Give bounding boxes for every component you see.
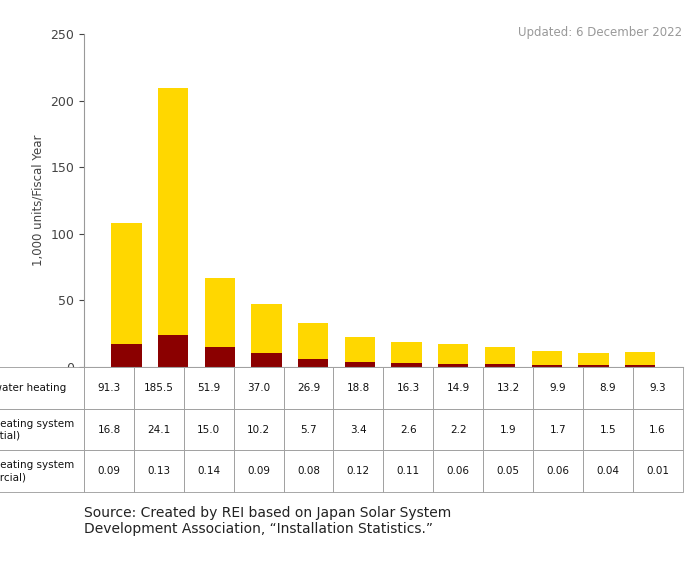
Bar	[625, 365, 655, 367]
Text: Source: Created by REI based on Japan Solar System
Development Association, “Ins: Source: Created by REI based on Japan So…	[84, 506, 452, 536]
Bar	[485, 347, 515, 364]
Bar	[485, 364, 515, 367]
Text: Updated: 6 December 2022: Updated: 6 December 2022	[519, 26, 682, 39]
Bar	[438, 344, 468, 364]
Bar	[531, 365, 562, 367]
Bar	[391, 341, 422, 363]
Bar	[158, 88, 188, 335]
Bar	[111, 223, 141, 344]
Bar	[344, 362, 375, 367]
Bar	[298, 359, 328, 367]
Bar	[531, 351, 562, 365]
Bar	[438, 364, 468, 367]
Bar	[251, 353, 281, 367]
Bar	[111, 344, 141, 367]
Bar	[158, 335, 188, 367]
Bar	[251, 304, 281, 353]
Bar	[298, 324, 328, 359]
Bar	[625, 352, 655, 365]
Bar	[204, 347, 235, 367]
Bar	[391, 363, 422, 367]
Bar	[204, 278, 235, 347]
Y-axis label: 1,000 units/Fiscal Year: 1,000 units/Fiscal Year	[32, 135, 45, 266]
Bar	[578, 365, 608, 367]
Bar	[578, 353, 608, 365]
Bar	[344, 337, 375, 362]
